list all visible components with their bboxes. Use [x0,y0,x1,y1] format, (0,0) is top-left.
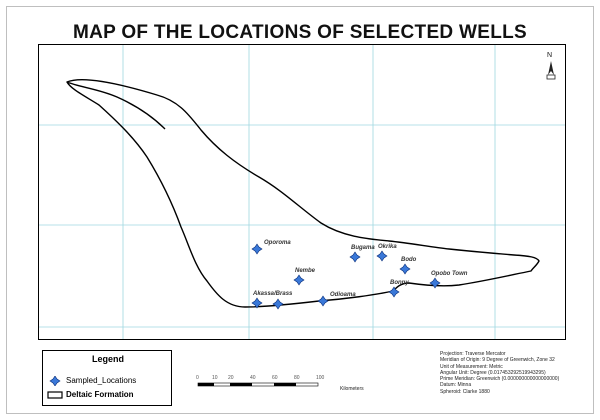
well-point-icon[interactable] [272,298,284,310]
well-point-icon[interactable] [388,286,400,298]
well-point-icon[interactable] [251,297,263,309]
legend-box: Legend Sampled_Locations Deltaic Formati… [42,350,172,406]
well-marker[interactable]: Bodo [399,257,417,275]
scale-tick-label: 20 [228,375,234,381]
legend-item-sampled-locations: Sampled_Locations [47,374,137,387]
projection-info: Projection: Traverse Mercator Meridian o… [440,351,590,395]
scale-tick-label: 40 [250,375,256,381]
legend-item-deltaic-formation: Deltaic Formation [47,389,134,400]
well-label: Okrika [378,244,397,250]
legend-item-label: Sampled_Locations [66,376,137,385]
north-arrow-label: N [547,52,552,59]
well-point-icon[interactable] [399,263,411,275]
well-point-icon[interactable] [429,277,441,289]
well-marker[interactable]: Nembe [293,268,316,286]
projection-line: Unit of Measurement: Metric [440,363,503,370]
scale-bar-segment [230,383,252,386]
well-marker[interactable]: Bonny [388,280,409,298]
scale-bar-segment [198,383,214,386]
scale-bar-segment [197,382,319,387]
scale-tick-label: 0 [196,375,199,381]
projection-line: Meridian of Origin: 9 Degree of Greenwic… [440,357,555,364]
well-marker[interactable]: Opobo Town [429,271,468,289]
map-canvas[interactable]: Oporoma Nembe Akassa/Brass Odioama Bugama Okr… [38,44,566,340]
scale-tick-label: 60 [272,375,278,381]
projection-line: Spheroid: Clarke 1880 [440,388,490,395]
north-arrow-icon: N [546,52,556,80]
map-svg[interactable]: Oporoma Nembe Akassa/Brass Odioama Bugama Okr… [39,45,566,340]
well-label: Odioama [330,292,356,298]
well-label: Oporoma [264,240,291,246]
map-title: MAP OF THE LOCATIONS OF SELECTED WELLS [72,22,528,43]
wells-layer[interactable]: Oporoma Nembe Akassa/Brass Odioama Bugama Okr… [251,240,468,310]
well-label: Bugama [351,245,375,251]
scale-bar-units: Kilometers [340,386,364,392]
well-label: Akassa/Brass [252,291,293,297]
scale-bar-svg: 0 10 20 40 60 80 100 [196,375,325,387]
well-marker[interactable] [272,298,284,310]
graticule [39,45,565,339]
projection-line: Angular Unit: Degree (0.0174532925199432… [440,369,546,376]
well-marker[interactable]: Bugama [349,245,375,263]
well-label: Nembe [295,268,316,274]
deltaic-formation-outline [66,79,540,308]
map-frame [6,6,594,414]
projection-line: Projection: Traverse Mercator [440,351,506,357]
well-label: Bodo [401,257,417,263]
scale-bar: 0 10 20 40 60 80 100 [190,372,350,398]
well-label: Bonny [390,280,409,286]
projection-line: Prime Meridian: Greenwich (0.00000000000… [440,376,560,383]
projection-line: Datum: Minna [440,382,472,389]
scale-tick-label: 100 [316,375,325,381]
well-point-icon[interactable] [293,274,305,286]
well-marker[interactable]: Akassa/Brass [251,291,293,309]
well-marker[interactable]: Odioama [317,292,356,307]
well-label: Opobo Town [431,271,468,277]
scale-bar-segment [274,383,296,386]
well-point-icon[interactable] [317,295,329,307]
well-point-icon[interactable] [376,250,388,262]
scale-tick-label: 80 [294,375,300,381]
legend-title: Legend [91,354,124,364]
legend-item-label: Deltaic Formation [66,390,134,399]
polygon-outline-icon [47,390,63,400]
well-marker[interactable]: Okrika [376,244,397,262]
well-marker[interactable]: Oporoma [251,240,291,255]
well-point-icon [47,374,63,387]
well-point-icon[interactable] [349,251,361,263]
scale-tick-label: 10 [212,375,218,381]
well-point-icon[interactable] [251,243,263,255]
